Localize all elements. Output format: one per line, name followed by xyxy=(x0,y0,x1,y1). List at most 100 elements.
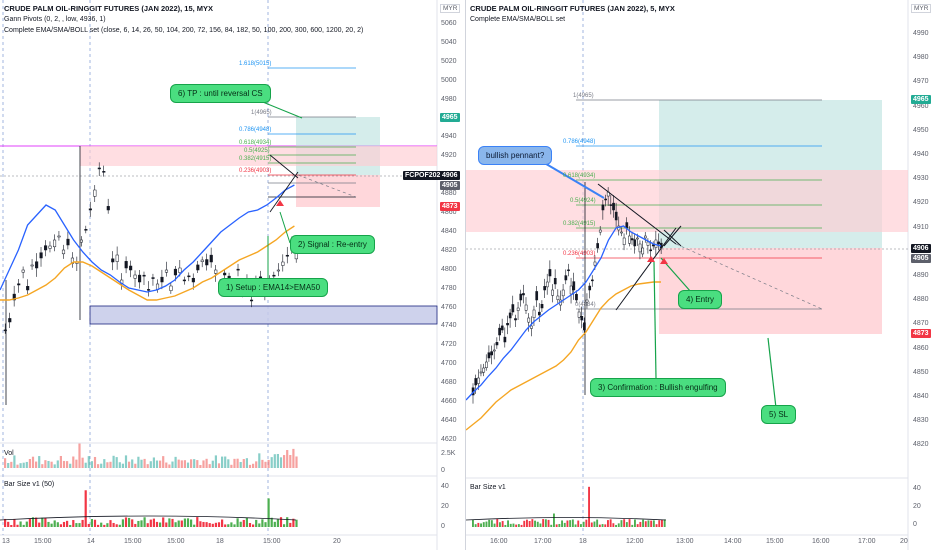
left-volume-bar xyxy=(4,458,7,468)
left-candle-body xyxy=(44,245,48,251)
left-volume-bar xyxy=(273,454,276,468)
left-barsize-bar xyxy=(35,517,38,527)
left-barsize-bar xyxy=(115,524,118,527)
left-currency-badge: MYR xyxy=(440,4,461,13)
left-candle-body xyxy=(285,254,289,257)
left-volume-bar xyxy=(35,461,38,468)
left-candle-body xyxy=(3,329,7,332)
right-barsize-bar xyxy=(634,519,636,527)
right-indicator-ema[interactable]: Complete EMA/SMA/BOLL set xyxy=(470,16,566,23)
left-volume-bar xyxy=(242,459,245,468)
left-time-axis-label: 18 xyxy=(216,538,224,545)
right-barsize-bar xyxy=(652,520,655,527)
left-barsize-bar xyxy=(90,519,93,527)
left-barsize-bar xyxy=(118,524,121,527)
left-barsize-bar xyxy=(245,517,248,527)
right-chart-canvas[interactable] xyxy=(466,0,932,550)
left-volume-bar xyxy=(193,459,196,468)
left-barsize-bar xyxy=(100,522,103,527)
right-barsize-bar xyxy=(607,520,609,527)
left-volume-bar xyxy=(171,461,174,468)
left-volume-bar xyxy=(75,459,78,468)
left-barsize-bar xyxy=(221,519,224,527)
left-barsize-bar xyxy=(196,517,199,527)
right-candle-body xyxy=(657,241,660,245)
panel-divider[interactable] xyxy=(465,0,466,550)
left-candle-body xyxy=(142,274,146,277)
left-barsize-bar xyxy=(230,522,233,527)
left-barsize-bar xyxy=(22,524,25,527)
left-volume-bar xyxy=(22,462,25,468)
right-price-axis-label: 4910 xyxy=(913,223,929,231)
left-barsize-bar xyxy=(124,517,128,527)
left-price-axis-label: 4780 xyxy=(441,284,457,292)
right-barsize-label: Bar Size v1 xyxy=(470,484,506,491)
left-price-axis-label: 4880 xyxy=(441,190,457,198)
left-entry-arrow-icon xyxy=(276,200,284,206)
left-volume-bar xyxy=(276,453,279,468)
left-volume-bar xyxy=(38,456,41,468)
right-candle-body xyxy=(477,377,480,384)
left-volume-bar xyxy=(177,459,180,468)
right-barsize-bar xyxy=(625,522,628,527)
right-candle-body xyxy=(535,291,539,301)
left-volume-bar xyxy=(186,462,190,468)
left-prev-price-tag: 4905 xyxy=(440,181,460,190)
left-chart-panel[interactable]: CRUDE PALM OIL-RINGGIT FUTURES (JAN 2022… xyxy=(0,0,465,550)
right-candle-body xyxy=(614,211,618,221)
left-price-axis-label: 4680 xyxy=(441,379,457,387)
right-barsize-bar xyxy=(507,520,509,527)
right-candle-body xyxy=(492,349,496,352)
right-candle-body xyxy=(588,285,592,291)
right-barsize-bar xyxy=(477,522,480,527)
right-pennant-lower xyxy=(615,227,677,311)
right-barsize-bar xyxy=(661,519,663,527)
right-candle-body xyxy=(503,336,507,343)
right-barsize-bar xyxy=(663,519,666,527)
right-candle-body xyxy=(561,289,565,297)
left-barsize-bar xyxy=(66,520,69,527)
right-price-axis-label: 4980 xyxy=(913,54,929,62)
left-candle-body xyxy=(115,254,119,262)
right-candle-body xyxy=(628,235,631,244)
left-chart-canvas[interactable] xyxy=(0,0,465,550)
left-barsize-bar xyxy=(211,523,214,527)
left-barsize-bar xyxy=(283,524,286,527)
left-barsize-bar xyxy=(165,522,168,527)
left-time-axis-label: 15:00 xyxy=(167,538,185,545)
right-barsize-bar xyxy=(577,520,580,527)
right-time-axis-label: 16:00 xyxy=(490,538,508,545)
left-last-price-tag: 4906 xyxy=(440,171,460,180)
right-fib-label: 0.618(4934) xyxy=(563,173,596,179)
left-barsize-bar xyxy=(19,521,22,527)
right-sl-price-tag: 4873 xyxy=(911,329,931,338)
left-barsize-bar xyxy=(143,517,146,527)
right-candle-body xyxy=(646,241,650,246)
left-pennant-upper xyxy=(269,154,299,179)
right-chart-panel[interactable]: CRUDE PALM OIL-RINGGIT FUTURES (JAN 2022… xyxy=(466,0,932,550)
right-candle-body xyxy=(612,202,615,211)
left-barsize-bar xyxy=(239,521,242,527)
left-volume-bar xyxy=(62,460,66,468)
right-barsize-bar xyxy=(550,524,553,527)
right-barsize-axis-label: 20 xyxy=(913,503,921,510)
right-barsize-bar xyxy=(501,521,504,527)
right-candle-body xyxy=(598,229,602,233)
right-candle-body xyxy=(545,281,549,288)
right-barsize-bar xyxy=(617,523,620,527)
left-indicator-ema[interactable]: Complete EMA/SMA/BOLL set (close, 6, 14,… xyxy=(4,27,364,34)
right-ema50-line xyxy=(466,281,661,431)
right-time-axis-label: 17:00 xyxy=(858,538,876,545)
right-barsize-bar xyxy=(517,524,520,527)
left-candle-body xyxy=(196,264,200,271)
right-barsize-bar xyxy=(569,520,572,527)
right-candle-body xyxy=(633,239,637,247)
right-barsize-axis-label: 40 xyxy=(913,485,921,492)
right-last-price-tag: 4906 xyxy=(911,244,931,253)
left-volume-bar xyxy=(19,463,22,468)
right-barsize-bar xyxy=(628,519,631,527)
right-time-axis-label: 12:00 xyxy=(626,538,644,545)
left-barsize-bar xyxy=(273,521,276,527)
left-volume-bar xyxy=(31,456,35,468)
left-indicator-gann[interactable]: Gann Pivots (0, 2, , low, 4936, 1) xyxy=(4,16,106,23)
